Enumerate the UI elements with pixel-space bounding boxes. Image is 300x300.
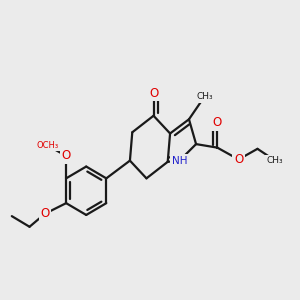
Text: O: O bbox=[149, 87, 158, 100]
Text: O: O bbox=[40, 207, 50, 220]
Text: O: O bbox=[234, 153, 243, 166]
Text: O: O bbox=[61, 149, 71, 162]
Text: CH₃: CH₃ bbox=[196, 92, 213, 101]
Text: CH₃: CH₃ bbox=[267, 156, 284, 165]
Text: NH: NH bbox=[172, 156, 187, 166]
Text: O: O bbox=[213, 116, 222, 129]
Text: OCH₃: OCH₃ bbox=[36, 141, 58, 150]
